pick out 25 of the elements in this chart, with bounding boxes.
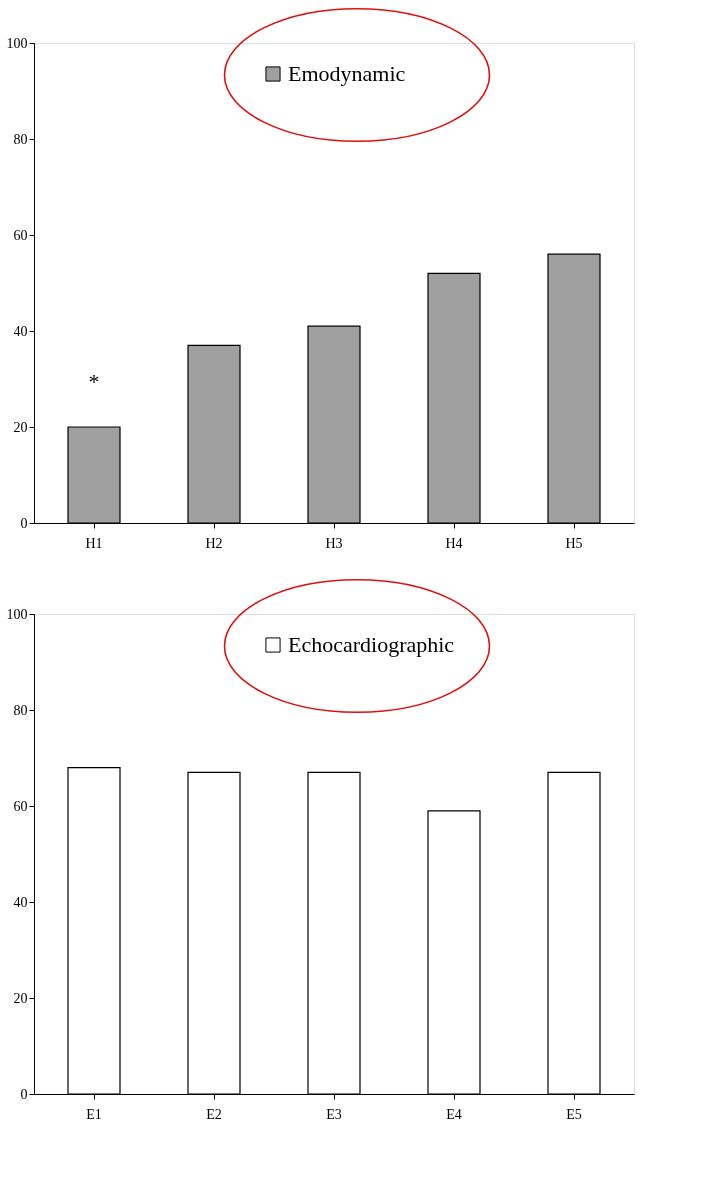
y-tick-label: 100 bbox=[6, 35, 28, 51]
annotation: * bbox=[88, 369, 100, 394]
x-tick-label: E1 bbox=[86, 1106, 102, 1122]
x-tick-label: H3 bbox=[325, 535, 343, 551]
y-tick-label: 20 bbox=[13, 990, 28, 1006]
y-tick-label: 0 bbox=[20, 1086, 28, 1102]
legend-label: Emodynamic bbox=[288, 61, 406, 86]
y-tick-label: 20 bbox=[13, 419, 28, 435]
x-tick-label: E3 bbox=[326, 1106, 342, 1122]
x-tick-label: H1 bbox=[85, 535, 103, 551]
y-tick-label: 40 bbox=[13, 323, 28, 339]
y-tick-label: 60 bbox=[13, 227, 28, 243]
y-tick-label: 60 bbox=[13, 798, 28, 814]
y-tick-label: 40 bbox=[13, 894, 28, 910]
x-tick-label: E4 bbox=[446, 1106, 462, 1122]
y-tick-label: 80 bbox=[13, 131, 28, 147]
x-tick-label: H5 bbox=[565, 535, 583, 551]
x-tick-label: H2 bbox=[205, 535, 223, 551]
legend-label: Echocardiographic bbox=[288, 632, 455, 657]
x-tick-label: E2 bbox=[206, 1106, 222, 1122]
y-tick-label: 0 bbox=[20, 515, 28, 531]
y-tick-label: 100 bbox=[6, 606, 28, 622]
x-tick-label: H4 bbox=[445, 535, 463, 551]
y-tick-label: 80 bbox=[13, 702, 28, 718]
x-tick-label: E5 bbox=[566, 1106, 582, 1122]
